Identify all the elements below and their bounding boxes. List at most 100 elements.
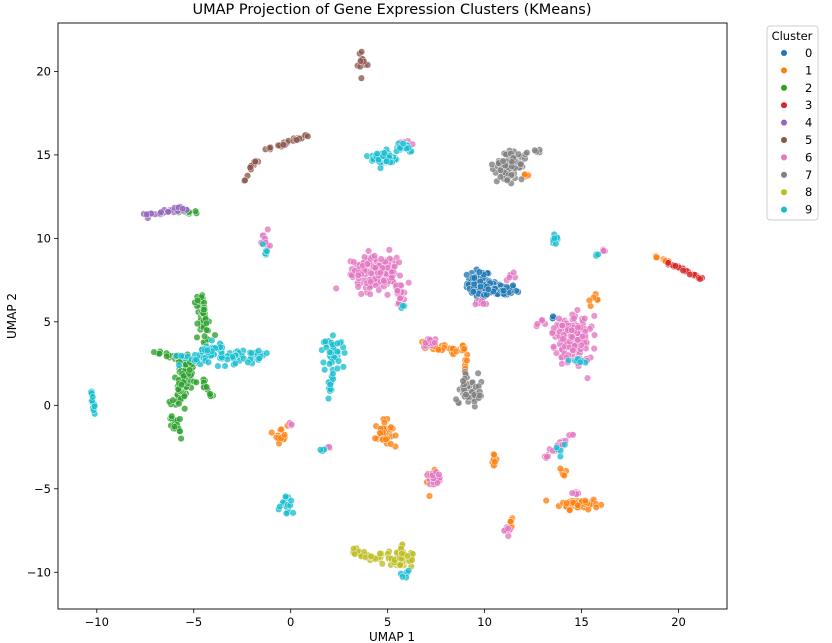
data-point (550, 343, 558, 351)
data-point (186, 366, 194, 374)
data-point (396, 294, 404, 302)
data-point (399, 573, 407, 581)
legend-marker (780, 206, 788, 214)
data-point (377, 255, 385, 263)
data-point (289, 509, 297, 517)
data-point (387, 440, 395, 448)
legend-marker (780, 49, 788, 57)
data-point (255, 354, 263, 362)
data-point (268, 429, 276, 437)
data-point (324, 395, 333, 403)
data-point (380, 418, 389, 427)
legend-label: 4 (805, 116, 812, 130)
data-point (383, 291, 392, 299)
x-tick-label: 10 (477, 615, 492, 629)
data-point (590, 312, 598, 320)
data-point (686, 270, 694, 278)
data-point (590, 345, 598, 353)
data-point (553, 444, 561, 452)
legend-label: 5 (805, 133, 812, 147)
data-point (367, 269, 375, 277)
data-point (550, 234, 559, 242)
data-point (360, 253, 369, 261)
data-point (508, 158, 516, 166)
data-point (264, 225, 272, 233)
x-axis-label: UMAP 1 (369, 630, 415, 643)
data-point (470, 280, 478, 288)
data-point (506, 518, 515, 526)
data-point (319, 358, 327, 366)
legend-box (766, 25, 819, 221)
data-point (266, 143, 274, 152)
data-point (497, 166, 505, 174)
data-point (555, 315, 563, 323)
data-point (191, 207, 200, 215)
data-point (531, 146, 539, 154)
legend-marker (780, 153, 788, 161)
data-point (503, 176, 511, 184)
data-point (564, 356, 573, 364)
legend-label: 1 (805, 63, 812, 77)
data-point (533, 320, 541, 328)
data-point (371, 434, 379, 442)
data-point (206, 390, 214, 398)
data-point (371, 264, 379, 272)
data-point (192, 356, 200, 364)
data-point (474, 369, 482, 377)
data-point (363, 260, 371, 268)
data-point (476, 391, 484, 399)
data-point (484, 285, 492, 293)
y-tick-label: −5 (34, 482, 51, 496)
x-tick-label: −5 (185, 615, 202, 629)
data-point (385, 246, 393, 254)
data-point (594, 250, 602, 259)
data-point (168, 412, 176, 420)
data-point (434, 346, 442, 354)
x-tick-label: 5 (384, 615, 391, 629)
legend-marker (780, 119, 788, 127)
legend-label: 3 (805, 98, 812, 112)
data-point (463, 271, 471, 279)
data-point (164, 208, 172, 216)
data-point (280, 431, 289, 439)
data-point (382, 435, 390, 443)
data-point (393, 287, 402, 295)
series-2 (150, 207, 219, 443)
data-point (177, 381, 186, 389)
data-point (231, 359, 239, 367)
data-point (370, 252, 379, 260)
data-point (142, 210, 151, 219)
data-point (288, 420, 296, 428)
data-point (244, 358, 252, 366)
legend-label: 9 (805, 203, 812, 217)
data-point (652, 253, 660, 261)
data-point (200, 306, 208, 314)
data-point (392, 431, 400, 440)
data-point (204, 358, 213, 366)
series-8 (349, 540, 417, 570)
data-point (568, 326, 576, 334)
data-point (357, 57, 365, 65)
data-point (509, 281, 517, 289)
data-point (471, 300, 480, 308)
data-point (321, 337, 329, 346)
data-point (247, 349, 255, 357)
data-point (176, 415, 184, 423)
data-point (435, 470, 443, 479)
data-point (321, 366, 329, 374)
data-point (585, 296, 593, 305)
data-point (452, 395, 460, 403)
data-point (581, 314, 589, 323)
data-point (431, 339, 439, 347)
data-point (180, 392, 188, 400)
data-point (560, 471, 568, 480)
data-point (543, 453, 551, 461)
data-point (329, 331, 337, 339)
series-5 (240, 48, 372, 185)
data-point (287, 497, 295, 505)
y-tick-label: 10 (36, 231, 51, 245)
data-point (170, 423, 179, 431)
data-point (192, 378, 200, 386)
data-point (194, 296, 202, 304)
